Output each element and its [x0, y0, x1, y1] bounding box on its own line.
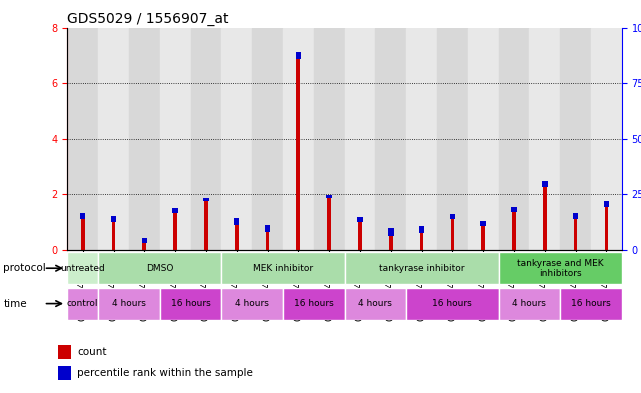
- Bar: [235, 224, 238, 250]
- Bar: [345, 288, 406, 320]
- Bar: [58, 345, 71, 359]
- Bar: [58, 366, 71, 380]
- Text: count: count: [77, 347, 106, 357]
- Text: 4 hours: 4 hours: [112, 299, 146, 308]
- Bar: [574, 219, 578, 250]
- Text: GDS5029 / 1556907_at: GDS5029 / 1556907_at: [67, 13, 229, 26]
- Bar: [358, 222, 362, 250]
- Bar: [326, 195, 332, 198]
- Bar: [481, 226, 485, 250]
- Bar: [221, 288, 283, 320]
- Bar: [297, 59, 300, 250]
- Bar: [173, 213, 177, 250]
- Bar: [142, 242, 146, 250]
- Text: DMSO: DMSO: [146, 264, 174, 273]
- Bar: [142, 238, 147, 242]
- Text: tankyrase and MEK
inhibitors: tankyrase and MEK inhibitors: [517, 259, 603, 278]
- Bar: [313, 28, 345, 250]
- Bar: [449, 214, 455, 219]
- Text: 4 hours: 4 hours: [358, 299, 392, 308]
- Text: 16 hours: 16 hours: [571, 299, 611, 308]
- Bar: [111, 216, 116, 222]
- Text: control: control: [67, 299, 99, 308]
- Bar: [543, 187, 547, 250]
- Bar: [560, 288, 622, 320]
- Bar: [357, 217, 363, 222]
- Bar: [80, 213, 85, 219]
- Bar: [468, 28, 499, 250]
- Bar: [511, 207, 517, 212]
- Bar: [221, 252, 345, 284]
- Bar: [283, 28, 313, 250]
- Bar: [234, 219, 240, 224]
- Bar: [204, 201, 208, 250]
- Bar: [283, 288, 345, 320]
- Text: 4 hours: 4 hours: [512, 299, 546, 308]
- Bar: [345, 252, 499, 284]
- Bar: [499, 252, 622, 284]
- Text: percentile rank within the sample: percentile rank within the sample: [77, 368, 253, 378]
- Bar: [98, 252, 221, 284]
- Bar: [406, 288, 499, 320]
- Text: untreated: untreated: [60, 264, 105, 273]
- Bar: [437, 28, 468, 250]
- Text: tankyrase inhibitor: tankyrase inhibitor: [379, 264, 464, 273]
- Bar: [480, 221, 486, 226]
- Bar: [98, 288, 160, 320]
- Bar: [512, 212, 516, 250]
- Bar: [560, 28, 591, 250]
- Bar: [499, 28, 529, 250]
- Text: MEK inhibitor: MEK inhibitor: [253, 264, 313, 273]
- Bar: [160, 28, 190, 250]
- Bar: [221, 28, 252, 250]
- Bar: [388, 228, 394, 236]
- Bar: [296, 51, 301, 59]
- Bar: [172, 208, 178, 213]
- Bar: [67, 288, 98, 320]
- Text: 4 hours: 4 hours: [235, 299, 269, 308]
- Bar: [604, 201, 609, 207]
- Bar: [252, 28, 283, 250]
- Bar: [265, 231, 269, 250]
- Text: time: time: [3, 299, 27, 309]
- Bar: [573, 213, 578, 219]
- Bar: [112, 222, 115, 250]
- Bar: [190, 28, 221, 250]
- Bar: [160, 288, 221, 320]
- Bar: [419, 226, 424, 233]
- Text: 16 hours: 16 hours: [171, 299, 210, 308]
- Bar: [265, 226, 271, 231]
- Bar: [451, 219, 454, 250]
- Bar: [67, 28, 98, 250]
- Bar: [420, 233, 424, 250]
- Bar: [389, 236, 392, 250]
- Bar: [328, 198, 331, 250]
- Bar: [542, 181, 547, 187]
- Bar: [604, 207, 608, 250]
- Bar: [406, 28, 437, 250]
- Text: 16 hours: 16 hours: [294, 299, 333, 308]
- Text: 16 hours: 16 hours: [433, 299, 472, 308]
- Bar: [499, 288, 560, 320]
- Text: protocol: protocol: [3, 263, 46, 273]
- Bar: [98, 28, 129, 250]
- Bar: [67, 252, 98, 284]
- Bar: [529, 28, 560, 250]
- Bar: [345, 28, 376, 250]
- Bar: [203, 198, 209, 201]
- Bar: [591, 28, 622, 250]
- Bar: [81, 219, 85, 250]
- Bar: [129, 28, 160, 250]
- Bar: [376, 28, 406, 250]
